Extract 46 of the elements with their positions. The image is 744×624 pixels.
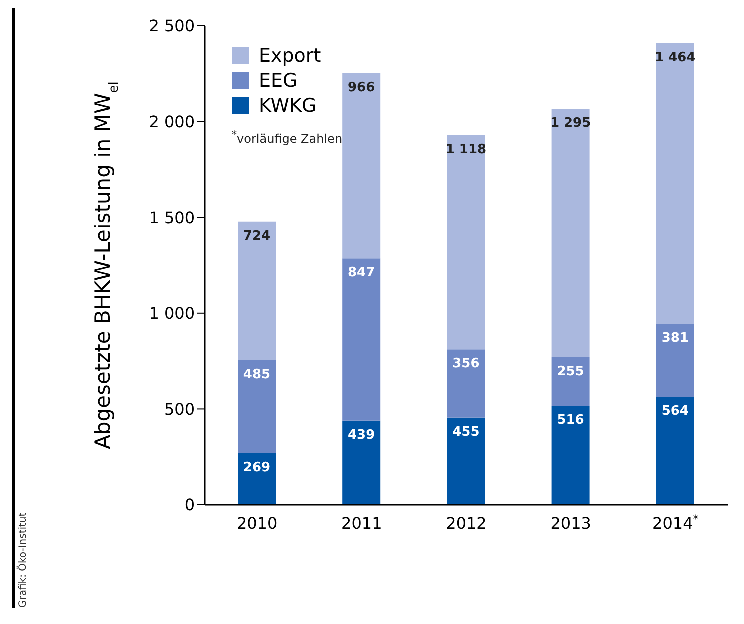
bar (447, 418, 486, 505)
bar (238, 360, 276, 454)
legend-label: KWKG (259, 94, 317, 116)
y-tick-label: 500 (164, 400, 195, 419)
y-tick-label: 1 500 (149, 208, 195, 228)
bar (552, 406, 590, 505)
legend-label: EEG (259, 70, 298, 92)
data-label: 516 (557, 413, 584, 428)
bar (238, 222, 276, 361)
data-label: 564 (662, 404, 689, 419)
data-label: 1 118 (446, 142, 487, 158)
data-label: 966 (348, 80, 376, 96)
text: Grafik: Öko-Institut (18, 512, 29, 608)
legend-label: Export (259, 44, 322, 66)
data-label: 455 (452, 424, 480, 440)
bar (342, 258, 381, 421)
bar (342, 420, 381, 505)
data-label: 847 (348, 266, 376, 281)
data-label: 255 (557, 364, 584, 380)
bar (656, 396, 694, 505)
data-label: 724 (243, 228, 271, 244)
bar (342, 74, 381, 259)
bar (552, 109, 590, 358)
bar (238, 453, 276, 505)
data-label: 1 464 (655, 50, 696, 66)
annotation: $^{*}$vorläufige Zahlen (232, 130, 343, 146)
data-label: 485 (243, 368, 271, 383)
data-label: 356 (452, 356, 480, 372)
y-tick-label: 2 000 (149, 112, 195, 132)
y-tick-label: 1 000 (149, 304, 195, 324)
bar (447, 350, 486, 418)
x-tick-label: 2010 (236, 514, 278, 533)
y-tick-label: 2 500 (149, 16, 195, 36)
data-label: 439 (348, 428, 376, 443)
bar (656, 43, 694, 324)
data-label: 269 (243, 460, 271, 476)
bar (552, 357, 590, 406)
x-tick-label: 2013 (550, 514, 592, 533)
data-label: 381 (662, 330, 689, 346)
x-tick-label: 2014$^{*}$ (652, 512, 700, 533)
x-tick-label: 2011 (342, 514, 382, 533)
bar (656, 324, 694, 397)
x-tick-label: 2012 (446, 514, 487, 533)
y-tick-label: 0 (184, 496, 195, 515)
bar (447, 135, 486, 350)
data-label: 1 295 (550, 116, 592, 132)
